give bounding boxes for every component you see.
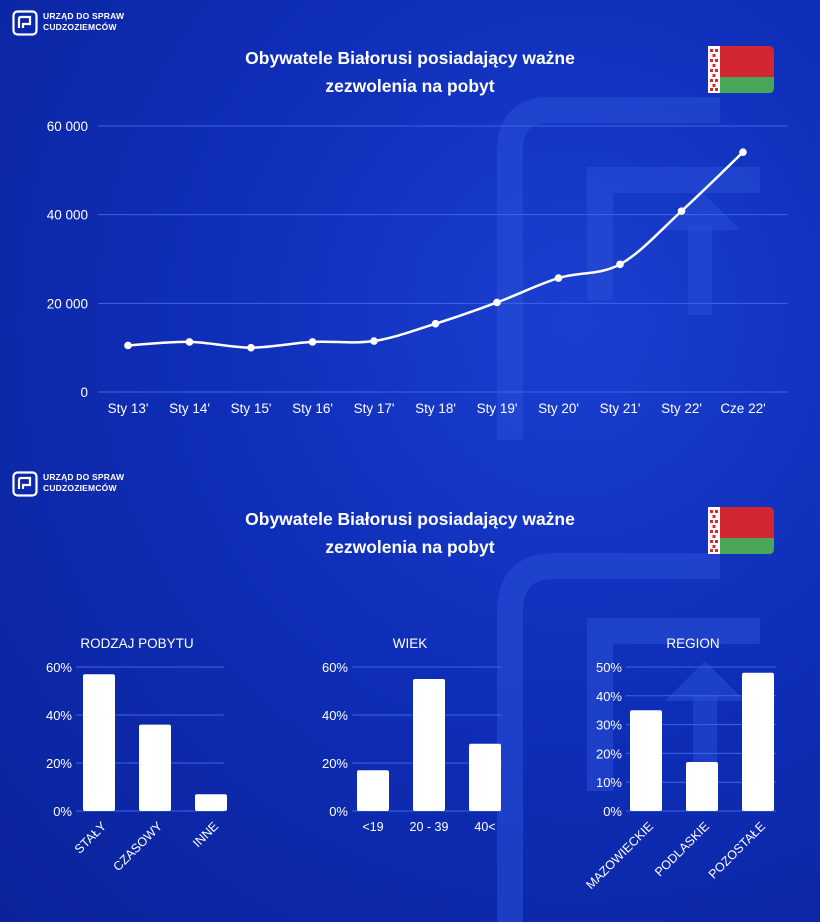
series-line <box>127 151 744 349</box>
belarus-flag-icon <box>708 507 774 554</box>
x-tick-label: Sty 19' <box>477 401 518 416</box>
belarus-flag-icon <box>708 46 774 93</box>
data-point <box>247 343 255 352</box>
office-logo: URZĄD DO SPRAW CUDZOZIEMCÓW <box>12 471 152 499</box>
office-logo-icon <box>12 471 38 497</box>
office-logo-icon <box>12 10 38 36</box>
title-line2: zezwolenia na pobyt <box>325 76 495 96</box>
title-line1: Obywatele Białorusi posiadający ważne <box>245 48 575 68</box>
y-tick-label: 40% <box>596 689 622 704</box>
y-tick-label: 0% <box>603 804 622 819</box>
bar <box>742 672 774 811</box>
data-point <box>493 298 501 307</box>
chart-title: RODZAJ POBYTU <box>80 636 193 651</box>
y-tick-label: 60% <box>46 660 72 675</box>
bar <box>686 762 718 811</box>
y-tick-label: 40% <box>322 708 348 723</box>
x-tick-label: Sty 21' <box>600 401 641 416</box>
x-tick-label: Sty 16' <box>292 401 333 416</box>
chart-title: REGION <box>666 636 719 651</box>
x-tick-label: CZASOWY <box>111 819 166 874</box>
chart-title: WIEK <box>393 636 428 651</box>
data-point <box>554 274 563 282</box>
data-point <box>431 319 440 328</box>
line-chart: 0 20 000 40 000 60 000 Sty 13' Sty 14' Sty 15'… <box>47 119 788 416</box>
y-tick-label: 60% <box>322 660 348 675</box>
bar <box>195 794 227 811</box>
y-tick-label: 0 <box>80 385 88 400</box>
page-title: Obywatele Białorusi posiadający ważne ze… <box>210 505 610 561</box>
x-tick-label: 40< <box>474 820 495 834</box>
y-tick-label: 30% <box>596 718 622 733</box>
y-tick-label: 40% <box>46 708 72 723</box>
data-point <box>124 341 132 350</box>
x-tick-label: Sty 22' <box>661 401 702 416</box>
x-tick-label: Sty 13' <box>108 401 149 416</box>
y-tick-label: 50% <box>596 660 622 675</box>
title-line2: zezwolenia na pobyt <box>325 537 495 557</box>
y-tick-label: 0% <box>329 804 348 819</box>
data-point <box>370 337 378 345</box>
y-tick-label: 20% <box>322 756 348 771</box>
brand-line1: URZĄD DO SPRAW <box>43 472 125 482</box>
x-tick-label: POZOSTAŁE <box>706 819 768 881</box>
bar <box>469 743 501 811</box>
data-point <box>185 338 194 346</box>
background-arrow-graphic <box>497 553 760 922</box>
x-tick-label: Sty 20' <box>538 401 579 416</box>
data-point <box>677 207 686 215</box>
bar <box>413 679 445 811</box>
x-tick-label: INNE <box>190 819 221 850</box>
data-point <box>308 338 317 346</box>
brand-line2: CUDZOZIEMCÓW <box>43 22 117 32</box>
x-tick-label: Sty 15' <box>231 401 272 416</box>
bar <box>630 710 662 811</box>
x-tick-label: Sty 17' <box>354 401 395 416</box>
x-tick-label: STAŁY <box>72 819 110 857</box>
y-tick-label: 10% <box>596 775 622 790</box>
y-tick-label: 60 000 <box>47 119 88 134</box>
x-tick-label: <19 <box>362 820 383 834</box>
x-tick-label: PODLASKIE <box>652 819 712 879</box>
x-tick-label: Cze 22' <box>720 401 765 416</box>
brand-line1: URZĄD DO SPRAW <box>43 11 125 21</box>
x-tick-label: Sty 14' <box>169 401 210 416</box>
x-tick-label: MAZOWIECKIE <box>583 819 656 892</box>
y-tick-label: 40 000 <box>47 208 88 223</box>
y-tick-label: 20 000 <box>47 296 88 311</box>
office-logo: URZĄD DO SPRAW CUDZOZIEMCÓW <box>12 10 152 38</box>
line-chart-panel: URZĄD DO SPRAW CUDZOZIEMCÓW Obywatele Bi… <box>12 10 788 440</box>
bar-charts: RODZAJ POBYTU 0% 20% 40% 60% STAŁY CZASOWY INNE… <box>46 636 776 892</box>
y-tick-label: 20% <box>46 756 72 771</box>
bar <box>139 724 171 811</box>
data-point <box>739 148 747 156</box>
background-arrow-graphic <box>497 97 760 440</box>
x-tick-label: 20 - 39 <box>410 820 449 834</box>
y-tick-label: 0% <box>53 804 72 819</box>
brand-line2: CUDZOZIEMCÓW <box>43 483 117 493</box>
title-line1: Obywatele Białorusi posiadający ważne <box>245 509 575 529</box>
data-point <box>616 260 624 269</box>
bar-charts-panel: URZĄD DO SPRAW CUDZOZIEMCÓW Obywatele Bi… <box>0 461 820 922</box>
bar <box>357 770 389 811</box>
x-tick-label: Sty 18' <box>415 401 456 416</box>
y-tick-label: 20% <box>596 746 622 761</box>
page-title: Obywatele Białorusi posiadający ważne ze… <box>210 44 610 100</box>
bar <box>83 674 115 811</box>
